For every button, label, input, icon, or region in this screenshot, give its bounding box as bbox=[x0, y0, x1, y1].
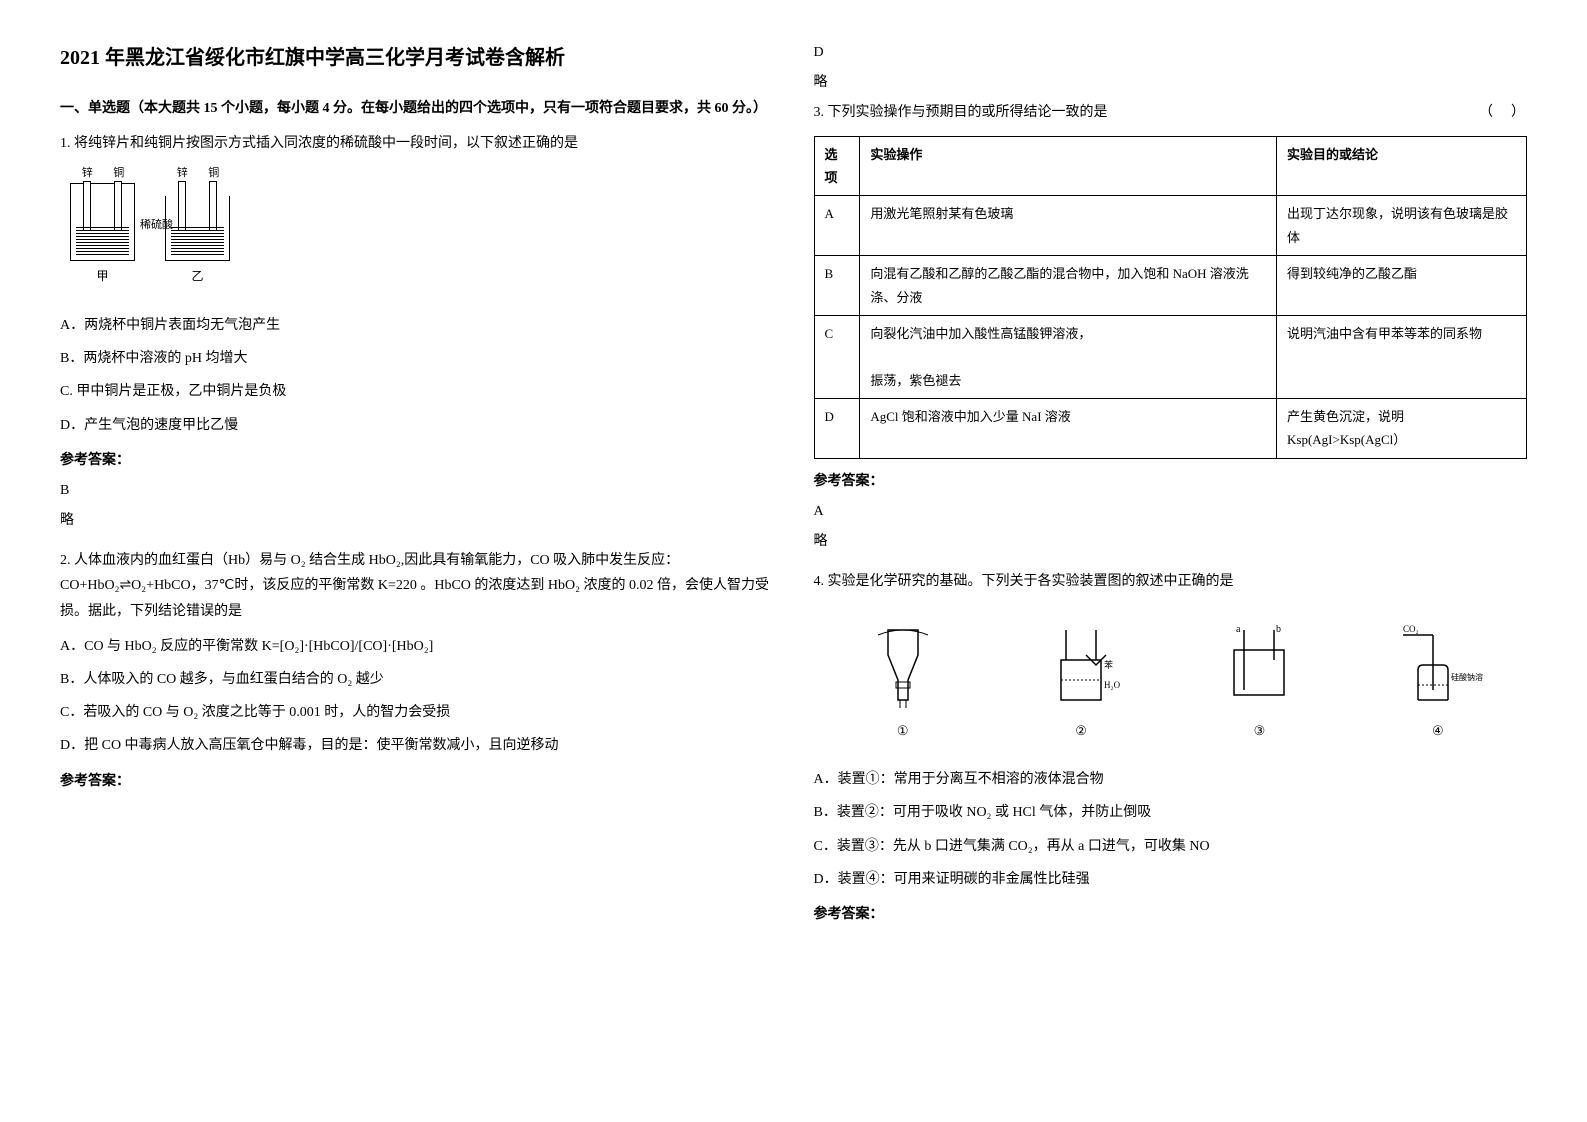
q4-opt-a: A．装置①：常用于分离互不相溶的液体混合物 bbox=[814, 767, 1528, 792]
q3-paren: （ ） bbox=[1479, 100, 1527, 125]
table-row: B 向混有乙酸和乙醇的乙酸乙酯的混合物中，加入饱和 NaOH 溶液洗涤、分液 得… bbox=[814, 256, 1527, 316]
label-ben: 苯 bbox=[1104, 659, 1113, 670]
q2-opt-c: C．若吸入的 CO 与 O₂ 浓度之比等于 0.001 时，人的智力会受损 bbox=[60, 700, 774, 725]
q3-stem: 3. 下列实验操作与预期目的或所得结论一致的是 （ ） bbox=[814, 100, 1528, 125]
q3-stem-text: 3. 下列实验操作与预期目的或所得结论一致的是 bbox=[814, 105, 1108, 120]
left-column: 2021 年黑龙江省绥化市红旗中学高三化学月考试卷含解析 一、单选题（本大题共 … bbox=[60, 40, 774, 942]
q1-opt-c: C. 甲中铜片是正极，乙中铜片是负极 bbox=[60, 379, 774, 404]
q2-opt-d: D．把 CO 中毒病人放入高压氧仓中解毒，目的是：使平衡常数减小，且向逆移动 bbox=[60, 733, 774, 758]
label-4: ④ bbox=[1393, 719, 1483, 742]
cell: 向裂化汽油中加入酸性高锰酸钾溶液， 振荡，紫色褪去 bbox=[860, 315, 1277, 398]
right-column: D 略 3. 下列实验操作与预期目的或所得结论一致的是 （ ） 选项 实验操作 … bbox=[814, 40, 1528, 942]
q4-opt-c: C．装置③：先从 b 口进气集满 CO₂，再从 a 口进气，可收集 NO bbox=[814, 834, 1528, 859]
label-2: ② bbox=[1036, 719, 1126, 742]
table-row: C 向裂化汽油中加入酸性高锰酸钾溶液， 振荡，紫色褪去 说明汽油中含有甲苯等苯的… bbox=[814, 315, 1527, 398]
q3-table: 选项 实验操作 实验目的或结论 A 用激光笔照射某有色玻璃 出现丁达尔现象，说明… bbox=[814, 136, 1528, 459]
label-b: b bbox=[1276, 624, 1281, 635]
q3-ans-label: 参考答案： bbox=[814, 469, 1528, 494]
q2-opt-a: A．CO 与 HbO₂ 反应的平衡常数 K=[O₂]·[HbCO]/[CO]·[… bbox=[60, 634, 774, 659]
cell: 得到较纯净的乙酸乙酯 bbox=[1277, 256, 1527, 316]
q1-stem: 1. 将纯锌片和纯铜片按图示方式插入同浓度的稀硫酸中一段时间，以下叙述正确的是 bbox=[60, 131, 774, 156]
apparatus-3-icon: a b bbox=[1214, 620, 1304, 710]
q3-th1: 选项 bbox=[814, 136, 860, 196]
q1-opt-b: B．两烧杯中溶液的 pH 均增大 bbox=[60, 346, 774, 371]
label-si: 硅酸钠溶液 bbox=[1451, 672, 1483, 682]
apparatus-1-icon bbox=[858, 620, 948, 710]
q2-ans-label: 参考答案： bbox=[60, 769, 774, 794]
q1-diagram: 锌 铜 甲 稀硫酸 锌 铜 乙 bbox=[60, 171, 774, 298]
cell: C bbox=[814, 315, 860, 398]
question-4: 4. 实验是化学研究的基础。下列关于各实验装置图的叙述中正确的是 ① bbox=[814, 569, 1528, 927]
table-row: D AgCl 饱和溶液中加入少量 NaI 溶液 产生黄色沉淀，说明 Ksp(Ag… bbox=[814, 399, 1527, 459]
q4-ans-label: 参考答案： bbox=[814, 902, 1528, 927]
q1-expl: 略 bbox=[60, 508, 774, 533]
cell: 产生黄色沉淀，说明 Ksp(AgI>Ksp(AgCl） bbox=[1277, 399, 1527, 459]
q1-opt-d: D．产生气泡的速度甲比乙慢 bbox=[60, 413, 774, 438]
q1-opt-a: A．两烧杯中铜片表面均无气泡产生 bbox=[60, 313, 774, 338]
cell: D bbox=[814, 399, 860, 459]
label-cu2: 铜 bbox=[208, 164, 219, 184]
cell: 向混有乙酸和乙醇的乙酸乙酯的混合物中，加入饱和 NaOH 溶液洗涤、分液 bbox=[860, 256, 1277, 316]
q2-expl: 略 bbox=[814, 70, 1528, 95]
question-2: 2. 人体血液内的血红蛋白（Hb）易与 O₂ 结合生成 HbO₂,因此具有输氧能… bbox=[60, 548, 774, 794]
label-h2o: H₂O bbox=[1104, 680, 1121, 690]
label-co2: CO₂ bbox=[1403, 624, 1419, 634]
apparatus-4-icon: CO₂ 硅酸钠溶液 bbox=[1393, 620, 1483, 710]
q2-ans: D bbox=[814, 40, 1528, 65]
q4-opt-d: D．装置④：可用来证明碳的非金属性比硅强 bbox=[814, 867, 1528, 892]
q3-expl: 略 bbox=[814, 529, 1528, 554]
label-zn: 锌 bbox=[82, 164, 93, 184]
q2-stem: 2. 人体血液内的血红蛋白（Hb）易与 O₂ 结合生成 HbO₂,因此具有输氧能… bbox=[60, 548, 774, 624]
question-3: 3. 下列实验操作与预期目的或所得结论一致的是 （ ） 选项 实验操作 实验目的… bbox=[814, 100, 1528, 554]
q2-opt-b: B．人体吸入的 CO 越多，与血红蛋白结合的 O₂ 越少 bbox=[60, 667, 774, 692]
q4-opt-b: B．装置②：可用于吸收 NO₂ 或 HCl 气体，并防止倒吸 bbox=[814, 800, 1528, 825]
label-1: ① bbox=[858, 719, 948, 742]
q4-diagram: ① 苯 H₂O ② a b bbox=[814, 610, 1528, 753]
cell: 说明汽油中含有甲苯等苯的同系物 bbox=[1277, 315, 1527, 398]
page-title: 2021 年黑龙江省绥化市红旗中学高三化学月考试卷含解析 bbox=[60, 40, 774, 76]
section-heading: 一、单选题（本大题共 15 个小题，每小题 4 分。在每小题给出的四个选项中，只… bbox=[60, 96, 774, 121]
label-zn2: 锌 bbox=[177, 164, 188, 184]
q3-th3: 实验目的或结论 bbox=[1277, 136, 1527, 196]
cell: A bbox=[814, 196, 860, 256]
label-3: ③ bbox=[1214, 719, 1304, 742]
apparatus-2-icon: 苯 H₂O bbox=[1036, 620, 1126, 710]
cell: 用激光笔照射某有色玻璃 bbox=[860, 196, 1277, 256]
q4-stem: 4. 实验是化学研究的基础。下列关于各实验装置图的叙述中正确的是 bbox=[814, 569, 1528, 594]
q3-ans: A bbox=[814, 499, 1528, 524]
label-jia: 甲 bbox=[70, 266, 135, 288]
cell: 出现丁达尔现象，说明该有色玻璃是胶体 bbox=[1277, 196, 1527, 256]
q1-ans-label: 参考答案： bbox=[60, 448, 774, 473]
label-cu: 铜 bbox=[113, 164, 124, 184]
q1-ans: B bbox=[60, 478, 774, 503]
label-yi: 乙 bbox=[165, 266, 230, 288]
q3-th2: 实验操作 bbox=[860, 136, 1277, 196]
question-1: 1. 将纯锌片和纯铜片按图示方式插入同浓度的稀硫酸中一段时间，以下叙述正确的是 … bbox=[60, 131, 774, 533]
cell: B bbox=[814, 256, 860, 316]
table-row: A 用激光笔照射某有色玻璃 出现丁达尔现象，说明该有色玻璃是胶体 bbox=[814, 196, 1527, 256]
cell: AgCl 饱和溶液中加入少量 NaI 溶液 bbox=[860, 399, 1277, 459]
label-a: a bbox=[1236, 624, 1241, 635]
